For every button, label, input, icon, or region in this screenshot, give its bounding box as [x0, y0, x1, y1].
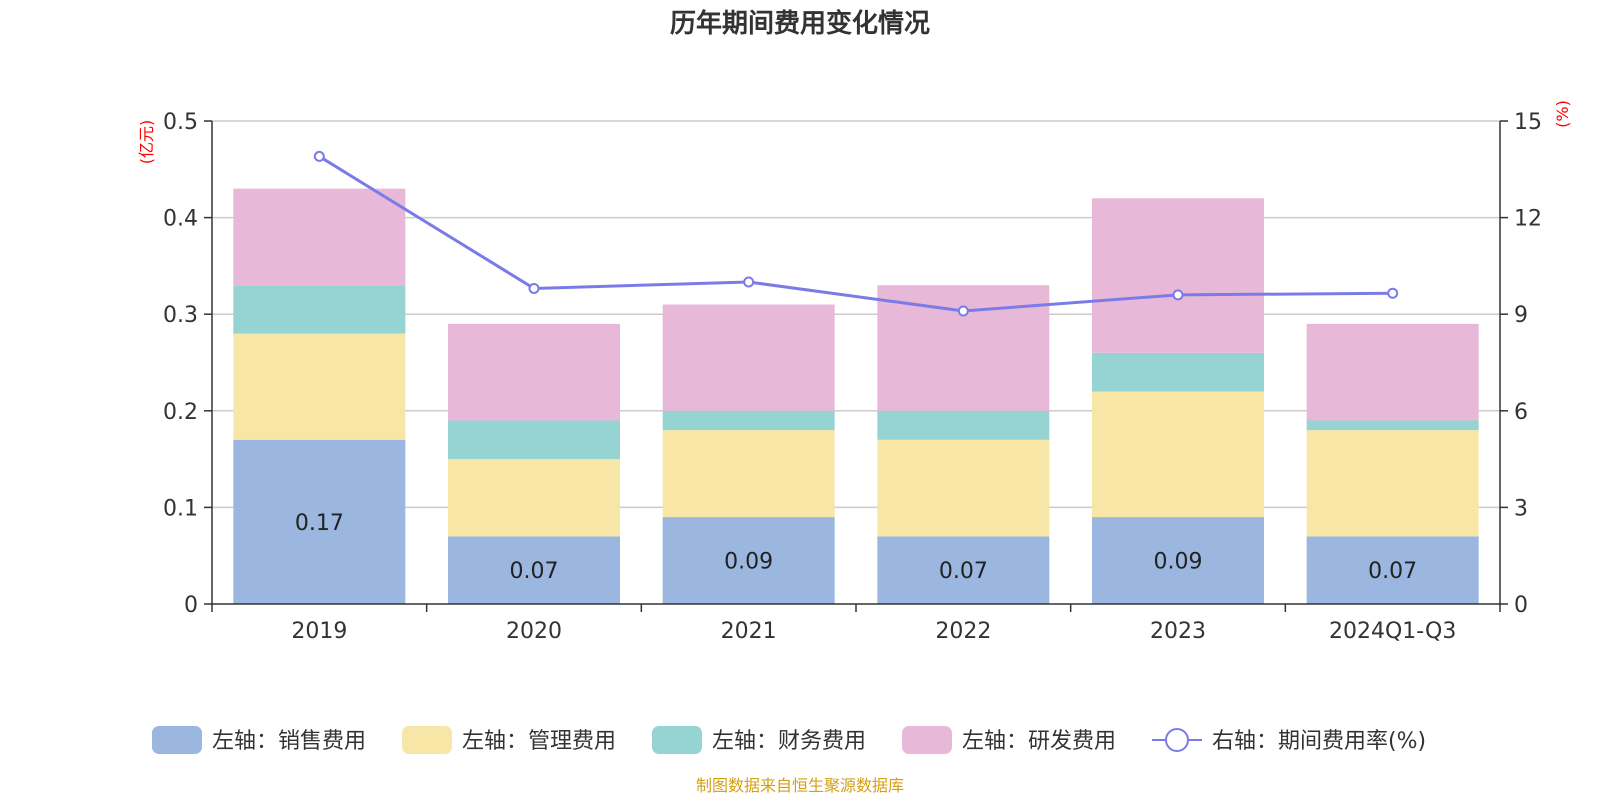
rate-line-path	[318, 155, 1393, 313]
rate-point	[957, 305, 969, 317]
left-axis-unit: (亿元)	[137, 120, 156, 165]
rate-point	[1387, 287, 1399, 299]
legend-label: 左轴：研发费用	[962, 729, 1116, 754]
x-axis-tick-label: 2021	[721, 619, 777, 644]
legend: 左轴：销售费用 左轴：管理费用 左轴：财务费用 左轴：研发费用 右轴：期间费用率(%)	[152, 726, 1426, 754]
legend-label: 左轴：财务费用	[712, 729, 866, 754]
bar-segment-1	[448, 536, 620, 604]
bar-segment-3	[1306, 420, 1479, 431]
legend-swatch-marker	[1165, 728, 1189, 752]
left-axis-tick-label: 0.1	[163, 496, 198, 521]
right-axis-tick-label: 3	[1514, 496, 1528, 521]
legend-label: 左轴：管理费用	[462, 729, 616, 754]
data-label: 0.09	[724, 550, 773, 575]
x-axis-tick-label: 2024Q1-Q3	[1329, 619, 1456, 644]
x-axis-tick-label: 2019	[291, 619, 347, 644]
data-label: 0.17	[295, 511, 344, 536]
right-axis-unit: (%)	[1553, 100, 1572, 128]
bar-segment-4	[1092, 198, 1264, 353]
x-axis-tick-label: 2022	[935, 619, 991, 644]
bar-segment-3	[877, 410, 1050, 440]
grid	[212, 120, 1500, 509]
bar-segment-3	[233, 285, 406, 334]
legend-swatch	[152, 726, 202, 754]
data-source-note: 制图数据来自恒生聚源数据库	[696, 776, 904, 795]
bar-segment-2	[1306, 430, 1479, 537]
left-axis-tick-label: 0.4	[163, 207, 198, 232]
bar-segment-3	[1092, 352, 1264, 392]
data-label: 0.09	[1154, 550, 1203, 575]
bar-segment-1	[877, 536, 1050, 604]
chart-title: 历年期间费用变化情况	[670, 8, 930, 39]
left-axis-tick-label: 0.5	[163, 110, 198, 135]
rate-point	[1172, 289, 1184, 301]
bar-segment-2	[1092, 391, 1264, 518]
legend-swatch	[402, 726, 452, 754]
right-axis-tick-label: 0	[1514, 593, 1528, 618]
bar-segment-2	[233, 333, 406, 440]
legend-label: 左轴：销售费用	[212, 729, 366, 754]
bar-segment-4	[448, 323, 620, 421]
rate-point	[313, 150, 325, 162]
x-axis-tick-label: 2020	[506, 619, 562, 644]
rate-line	[313, 150, 1399, 317]
right-axis-tick-label: 6	[1514, 400, 1528, 425]
rate-point	[743, 276, 755, 288]
left-axis-tick-label: 0	[184, 593, 198, 618]
data-label: 0.07	[1368, 559, 1417, 584]
right-axis-tick-label: 15	[1514, 110, 1542, 135]
left-axis-tick-label: 0.2	[163, 400, 198, 425]
bars: 0.17 0.07 0.09 0.07 0.09 0.07	[233, 188, 1479, 604]
bar-segment-2	[877, 439, 1050, 537]
legend-label: 右轴：期间费用率(%)	[1212, 729, 1426, 754]
bar-segment-2	[662, 430, 835, 518]
left-axis-tick-label: 0.3	[163, 303, 198, 328]
bar-segment-1	[233, 439, 406, 604]
bar-segment-1	[662, 517, 835, 604]
bar-segment-4	[1306, 323, 1479, 421]
rate-point	[528, 282, 540, 294]
bar-segment-1	[1306, 536, 1479, 604]
right-axis-tick-label: 9	[1514, 303, 1528, 328]
x-axis-tick-label: 2023	[1150, 619, 1206, 644]
data-label: 0.07	[939, 559, 988, 584]
bar-segment-2	[448, 459, 620, 537]
right-axis-tick-label: 12	[1514, 207, 1542, 232]
bar-segment-4	[233, 188, 406, 286]
legend-swatch	[652, 726, 702, 754]
bar-segment-3	[448, 420, 620, 460]
data-label: 0.07	[510, 559, 559, 584]
bar-segment-3	[662, 410, 835, 431]
bar-segment-4	[662, 304, 835, 411]
axes: 0 0.1 0.2 0.3 0.4 0.5 0 3 6 9 12 15 2019 2020 2021 2022…	[163, 110, 1542, 644]
legend-swatch	[902, 726, 952, 754]
bar-segment-1	[1092, 517, 1264, 604]
